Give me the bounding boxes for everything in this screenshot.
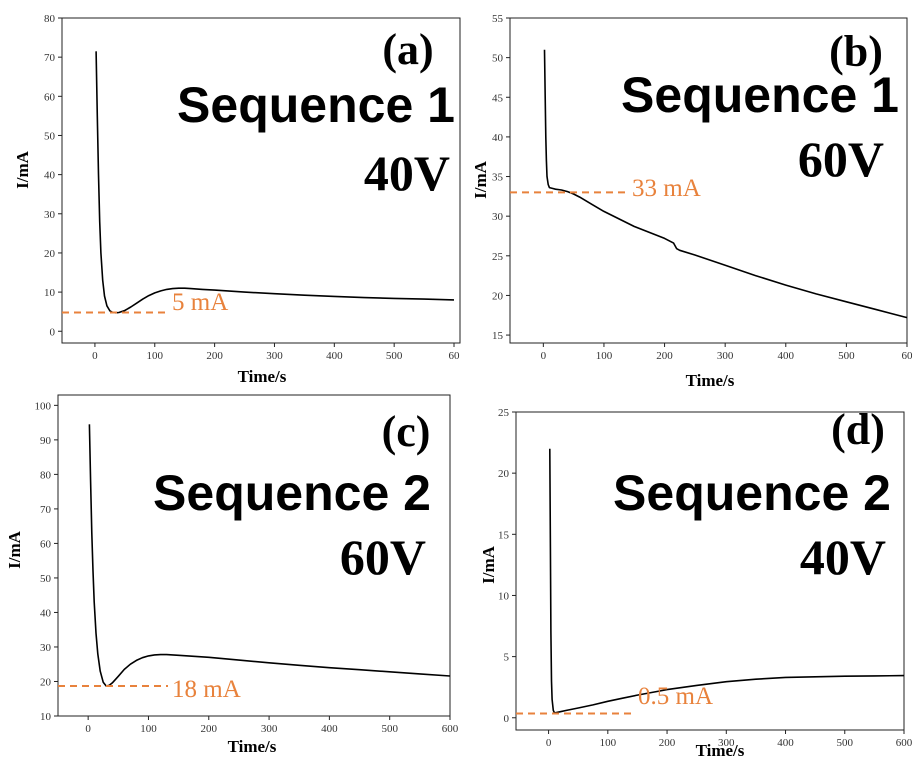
y-tick-label: 50 bbox=[492, 53, 504, 65]
annotation-label: 18 mA bbox=[172, 676, 241, 703]
panel-label: (c) bbox=[382, 407, 431, 456]
x-tick-label: 400 bbox=[326, 350, 343, 362]
annotation-label: 0.5 mA bbox=[638, 683, 713, 710]
series-line bbox=[95, 51, 455, 314]
y-tick-label: 25 bbox=[498, 407, 510, 419]
x-tick-label: 600 bbox=[442, 723, 459, 735]
y-tick-label: 15 bbox=[492, 330, 504, 342]
voltage-title: 40V bbox=[800, 529, 886, 585]
y-tick-label: 55 bbox=[492, 13, 504, 25]
x-tick-label: 100 bbox=[600, 737, 617, 749]
y-tick-label: 0 bbox=[50, 326, 56, 338]
y-tick-label: 40 bbox=[44, 170, 56, 182]
voltage-title: 40V bbox=[364, 145, 450, 201]
x-tick-label: 500 bbox=[381, 723, 398, 735]
y-axis-label: I/mA bbox=[13, 150, 32, 189]
series-line bbox=[543, 49, 908, 319]
x-tick-label: 0 bbox=[541, 350, 547, 362]
plot-frame bbox=[509, 17, 908, 344]
series-line bbox=[549, 448, 905, 714]
y-tick-label: 60 bbox=[44, 91, 56, 103]
panel-label: (b) bbox=[829, 27, 883, 76]
x-axis-label: Time/s bbox=[696, 741, 745, 760]
y-tick-label: 45 bbox=[492, 92, 504, 104]
voltage-title: 60V bbox=[340, 529, 426, 585]
x-tick-label: 400 bbox=[321, 723, 338, 735]
x-tick-label: 60 bbox=[902, 350, 912, 362]
voltage-title: 60V bbox=[798, 131, 884, 187]
x-tick-label: 100 bbox=[596, 350, 613, 362]
sequence-title: Sequence 2 bbox=[153, 465, 431, 521]
y-tick-label: 90 bbox=[40, 435, 52, 447]
y-tick-label: 10 bbox=[40, 711, 52, 723]
y-tick-label: 5 bbox=[504, 652, 510, 664]
panel-label: (a) bbox=[382, 25, 433, 74]
y-tick-label: 10 bbox=[498, 590, 510, 602]
y-tick-label: 80 bbox=[40, 469, 52, 481]
chart-panel-3: 0 100 200 300 400 500 600 10 20 30 40 50 60 70 80 90 100… bbox=[5, 394, 459, 756]
y-tick-label: 70 bbox=[40, 504, 52, 516]
x-tick-label: 300 bbox=[717, 350, 734, 362]
plot-frame bbox=[61, 17, 461, 344]
x-tick-label: 0 bbox=[92, 350, 98, 362]
y-tick-label: 30 bbox=[40, 642, 52, 654]
x-tick-label: 400 bbox=[778, 350, 795, 362]
panel-label: (d) bbox=[831, 405, 885, 454]
y-tick-label: 0 bbox=[504, 713, 510, 725]
plot-frame bbox=[57, 394, 451, 717]
y-tick-label: 15 bbox=[498, 529, 510, 541]
y-axis-label: I/mA bbox=[479, 545, 498, 584]
x-tick-label: 0 bbox=[546, 737, 552, 749]
x-tick-label: 60 bbox=[449, 350, 461, 362]
y-tick-label: 20 bbox=[492, 290, 504, 302]
y-tick-label: 50 bbox=[40, 573, 52, 585]
sequence-title: Sequence 2 bbox=[613, 465, 891, 521]
y-tick-label: 20 bbox=[498, 468, 510, 480]
x-axis-label: Time/s bbox=[228, 737, 277, 756]
sequence-title: Sequence 1 bbox=[177, 77, 455, 133]
y-tick-label: 20 bbox=[40, 676, 52, 688]
plot-frame bbox=[515, 411, 905, 731]
x-tick-label: 0 bbox=[85, 723, 91, 735]
x-axis-label: Time/s bbox=[686, 371, 735, 390]
y-tick-label: 80 bbox=[44, 13, 56, 25]
chart-panel-2: 0 100 200 300 400 500 60 15 20 25 30 35 40 45 50 55 Time… bbox=[471, 13, 912, 390]
y-tick-label: 70 bbox=[44, 52, 56, 64]
x-tick-label: 300 bbox=[266, 350, 283, 362]
y-tick-label: 30 bbox=[44, 209, 56, 221]
y-axis-label: I/mA bbox=[471, 160, 490, 199]
chart-panel-4: 0 100 200 300 400 500 600 0 5 10 15 20 25 Time/s I/mA 0… bbox=[479, 405, 912, 760]
x-tick-label: 200 bbox=[206, 350, 223, 362]
series-line bbox=[88, 424, 451, 687]
y-tick-label: 25 bbox=[492, 251, 504, 263]
y-tick-label: 100 bbox=[35, 400, 52, 412]
x-axis-label: Time/s bbox=[238, 367, 287, 386]
x-tick-label: 200 bbox=[656, 350, 673, 362]
annotation-label: 5 mA bbox=[172, 289, 228, 316]
x-tick-label: 600 bbox=[896, 737, 912, 749]
x-tick-label: 200 bbox=[659, 737, 676, 749]
x-tick-label: 500 bbox=[386, 350, 403, 362]
x-tick-label: 500 bbox=[838, 350, 855, 362]
y-tick-label: 10 bbox=[44, 287, 56, 299]
x-tick-label: 200 bbox=[201, 723, 218, 735]
x-tick-label: 400 bbox=[777, 737, 794, 749]
y-tick-label: 50 bbox=[44, 130, 56, 142]
y-tick-label: 40 bbox=[492, 132, 504, 144]
y-axis-label: I/mA bbox=[5, 530, 24, 569]
annotation-label: 33 mA bbox=[632, 175, 701, 202]
x-tick-label: 300 bbox=[718, 737, 735, 749]
y-tick-label: 20 bbox=[44, 248, 56, 260]
x-tick-label: 300 bbox=[261, 723, 278, 735]
x-tick-label: 100 bbox=[147, 350, 164, 362]
y-tick-label: 30 bbox=[492, 211, 504, 223]
chart-panel-1: 0 100 200 300 400 500 6001020304050607080Time/… bbox=[13, 13, 461, 386]
y-tick-label: 35 bbox=[492, 172, 504, 184]
y-tick-label: 60 bbox=[40, 538, 52, 550]
x-tick-label: 100 bbox=[140, 723, 157, 735]
y-tick-label: 40 bbox=[40, 607, 52, 619]
x-tick-label: 500 bbox=[837, 737, 854, 749]
sequence-title: Sequence 1 bbox=[621, 67, 899, 123]
